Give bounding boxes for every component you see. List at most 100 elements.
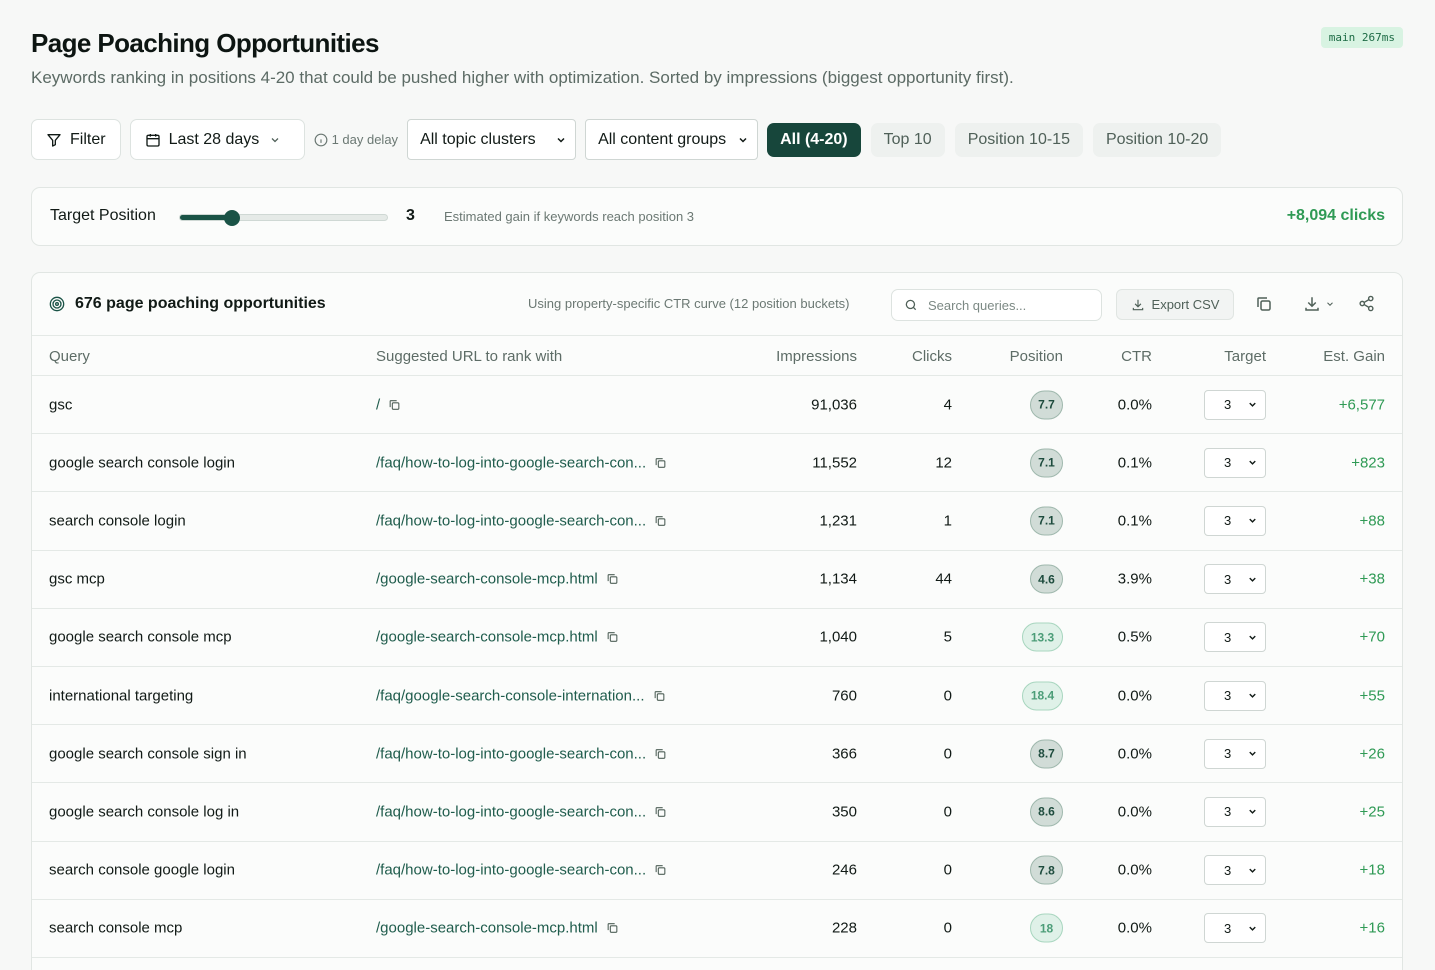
search-placeholder: Search queries... — [928, 297, 1027, 313]
copy-url-icon[interactable] — [653, 689, 666, 702]
content-group-select[interactable]: All content groups — [585, 119, 759, 160]
url-cell[interactable]: /faq/google-search-console-internation..… — [376, 687, 666, 704]
calendar-icon — [145, 133, 160, 147]
chevron-down-icon — [1249, 635, 1256, 640]
chevron-down-icon — [1249, 868, 1256, 873]
column-clicks[interactable]: Clicks — [912, 348, 952, 365]
target-gain-total: +8,094 clicks — [1286, 207, 1385, 224]
target-select[interactable]: 3 — [1204, 855, 1266, 886]
column-ctr[interactable]: CTR — [1121, 348, 1152, 365]
target-select[interactable]: 3 — [1204, 564, 1266, 595]
download-menu-button[interactable] — [1303, 295, 1335, 313]
url-cell[interactable]: /faq/how-to-log-into-google-search-con..… — [376, 862, 667, 879]
url-link[interactable]: /google-search-console-mcp.html — [376, 919, 598, 937]
column-url[interactable]: Suggested URL to rank with — [376, 348, 563, 365]
topic-cluster-value: All topic clusters — [420, 130, 536, 148]
copy-url-icon[interactable] — [388, 398, 401, 411]
url-cell[interactable]: /faq/how-to-log-into-google-search-con..… — [376, 454, 667, 471]
target-select[interactable]: 3 — [1204, 738, 1266, 769]
column-query[interactable]: Query — [49, 348, 90, 365]
topic-cluster-select[interactable]: All topic clusters — [407, 119, 577, 160]
card-title: 676 page poaching opportunities — [49, 295, 326, 313]
segment-position-10-20[interactable]: Position 10-20 — [1092, 122, 1222, 157]
search-input[interactable]: Search queries... — [891, 289, 1102, 321]
column-impressions[interactable]: Impressions — [776, 348, 857, 365]
table-row[interactable]: google search console log in/faq/how-to-… — [32, 783, 1402, 842]
query-cell: google search console mcp — [49, 628, 232, 646]
clicks-cell: 0 — [943, 687, 952, 705]
impressions-cell: 91,036 — [811, 396, 857, 414]
impressions-cell: 1,134 — [819, 570, 857, 588]
target-select[interactable]: 3 — [1204, 913, 1266, 944]
copy-url-icon[interactable] — [654, 456, 667, 469]
clicks-cell: 4 — [943, 396, 952, 414]
segment-all[interactable]: All (4-20) — [767, 122, 861, 157]
slider-thumb[interactable] — [223, 210, 240, 226]
column-position[interactable]: Position — [1009, 348, 1063, 365]
target-select[interactable]: 3 — [1204, 796, 1266, 827]
table-row[interactable]: search console google login/faq/how-to-l… — [32, 842, 1402, 900]
target-select[interactable]: 3 — [1204, 680, 1266, 711]
segment-top-10[interactable]: Top 10 — [870, 122, 945, 157]
url-link[interactable]: /faq/how-to-log-into-google-search-con..… — [376, 512, 647, 530]
position-badge: 7.7 — [1030, 390, 1063, 420]
share-icon — [1359, 295, 1374, 312]
position-cell: 18 — [1030, 913, 1063, 943]
column-target[interactable]: Target — [1224, 348, 1266, 365]
copy-url-icon[interactable] — [654, 864, 667, 877]
url-cell[interactable]: /google-search-console-mcp.html — [376, 571, 619, 588]
copy-url-icon[interactable] — [606, 631, 619, 644]
url-link[interactable]: /faq/how-to-log-into-google-search-con..… — [376, 803, 647, 821]
url-link[interactable]: /google-search-console-mcp.html — [376, 570, 598, 588]
impressions-cell: 228 — [831, 919, 857, 937]
url-link[interactable]: /faq/how-to-log-into-google-search-con..… — [376, 454, 647, 472]
query-cell: google search console sign in — [49, 745, 247, 763]
url-cell[interactable]: /google-search-console-mcp.html — [376, 920, 619, 937]
copy-url-icon[interactable] — [606, 573, 619, 586]
url-link[interactable]: /faq/google-search-console-internation..… — [376, 687, 645, 705]
target-position-slider[interactable] — [179, 210, 388, 226]
table-row[interactable]: international targeting/faq/google-searc… — [32, 667, 1402, 726]
clicks-cell: 1 — [943, 512, 952, 530]
table-row[interactable]: gsc / 91,036 4 7.7 0.0% 3 +6,577 — [32, 376, 1402, 435]
date-range-button[interactable]: Last 28 days — [129, 119, 305, 160]
table-row[interactable]: search console mcp/google-search-console… — [32, 900, 1402, 958]
copy-url-icon[interactable] — [654, 805, 667, 818]
target-select[interactable]: 3 — [1204, 389, 1266, 420]
url-link[interactable]: / — [376, 396, 381, 414]
url-link[interactable]: /google-search-console-mcp.html — [376, 628, 598, 646]
slider-fill — [180, 215, 232, 220]
impressions-cell: 11,552 — [812, 454, 857, 472]
copy-table-button[interactable] — [1255, 295, 1273, 313]
export-csv-button[interactable]: Export CSV — [1116, 289, 1234, 320]
est-gain-cell: +823 — [1351, 454, 1385, 472]
position-cell: 13.3 — [1022, 622, 1063, 652]
table-row[interactable]: google search console sign in/faq/how-to… — [32, 725, 1402, 784]
target-select[interactable]: 3 — [1204, 622, 1266, 653]
url-cell[interactable]: /faq/how-to-log-into-google-search-con..… — [376, 745, 667, 762]
position-badge: 18 — [1030, 913, 1063, 943]
query-cell: gsc mcp — [49, 570, 105, 588]
download-icon — [1305, 297, 1319, 311]
share-button[interactable] — [1358, 295, 1375, 312]
filter-button[interactable]: Filter — [31, 119, 121, 160]
column-est-gain[interactable]: Est. Gain — [1323, 348, 1385, 365]
copy-url-icon[interactable] — [654, 747, 667, 760]
url-cell[interactable]: /faq/how-to-log-into-google-search-con..… — [376, 803, 667, 820]
ctr-cell: 0.1% — [1117, 512, 1152, 530]
url-link[interactable]: /faq/how-to-log-into-google-search-con..… — [376, 745, 647, 763]
copy-url-icon[interactable] — [606, 922, 619, 935]
url-link[interactable]: /faq/how-to-log-into-google-search-con..… — [376, 861, 647, 879]
target-select[interactable]: 3 — [1204, 447, 1266, 478]
url-cell[interactable]: /google-search-console-mcp.html — [376, 629, 619, 646]
table-row[interactable]: google search console mcp/google-search-… — [32, 609, 1402, 667]
target-select[interactable]: 3 — [1204, 505, 1266, 536]
target-icon — [49, 296, 65, 312]
table-row[interactable]: gsc mcp/google-search-console-mcp.html 1,… — [32, 551, 1402, 609]
table-row[interactable]: google search console login/faq/how-to-l… — [32, 434, 1402, 493]
url-cell[interactable]: /faq/how-to-log-into-google-search-con..… — [376, 512, 667, 529]
url-cell[interactable]: / — [376, 396, 401, 413]
table-row[interactable]: search console login/faq/how-to-log-into… — [32, 492, 1402, 551]
segment-position-10-15[interactable]: Position 10-15 — [954, 122, 1083, 157]
copy-url-icon[interactable] — [654, 514, 667, 527]
